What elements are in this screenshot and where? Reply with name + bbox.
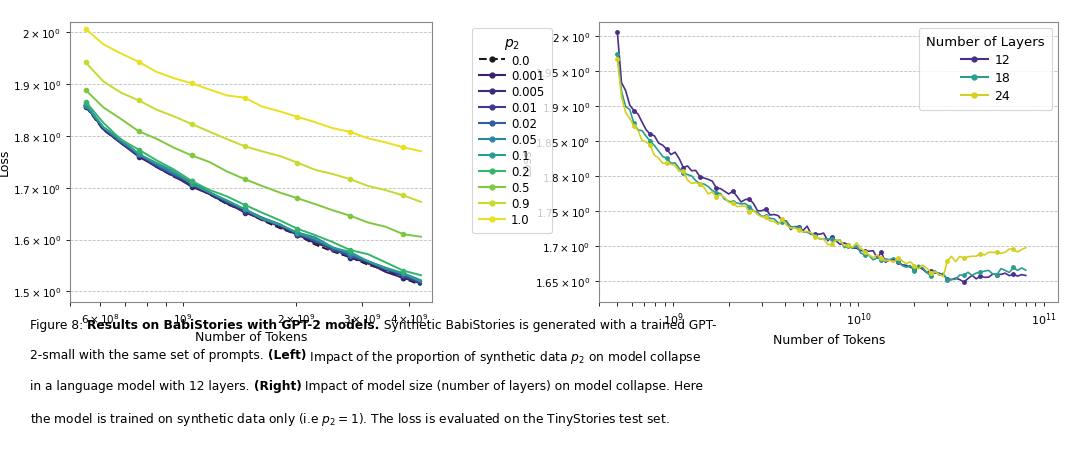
Text: Impact of the proportion of synthetic data $p_2$ on model collapse: Impact of the proportion of synthetic da…	[307, 349, 701, 366]
Y-axis label: Loss: Loss	[521, 149, 534, 176]
Text: (Right): (Right)	[254, 379, 301, 392]
Text: Impact of model size (number of layers) on model collapse. Here: Impact of model size (number of layers) …	[301, 379, 703, 392]
X-axis label: Number of Tokens: Number of Tokens	[194, 331, 308, 344]
Text: Results on BabiStories with GPT-2 models.: Results on BabiStories with GPT-2 models…	[87, 318, 379, 331]
Text: in a language model with 12 layers.: in a language model with 12 layers.	[30, 379, 254, 392]
Legend: 12, 18, 24: 12, 18, 24	[918, 29, 1052, 110]
Y-axis label: Loss: Loss	[0, 149, 11, 176]
X-axis label: Number of Tokens: Number of Tokens	[772, 333, 886, 346]
Text: Figure 8:: Figure 8:	[30, 318, 87, 331]
Text: the model is trained on synthetic data only (i.e $p_2 = 1$). The loss is evaluat: the model is trained on synthetic data o…	[30, 410, 670, 427]
Text: (Left): (Left)	[268, 349, 307, 362]
Legend: 0.0, 0.001, 0.005, 0.01, 0.02, 0.05, 0.1, 0.2, 0.5, 0.9, 1.0: 0.0, 0.001, 0.005, 0.01, 0.02, 0.05, 0.1…	[472, 28, 552, 234]
Text: Synthetic BabiStories is generated with a trained GPT-: Synthetic BabiStories is generated with …	[379, 318, 716, 331]
Text: 2-small with the same set of prompts.: 2-small with the same set of prompts.	[30, 349, 268, 362]
